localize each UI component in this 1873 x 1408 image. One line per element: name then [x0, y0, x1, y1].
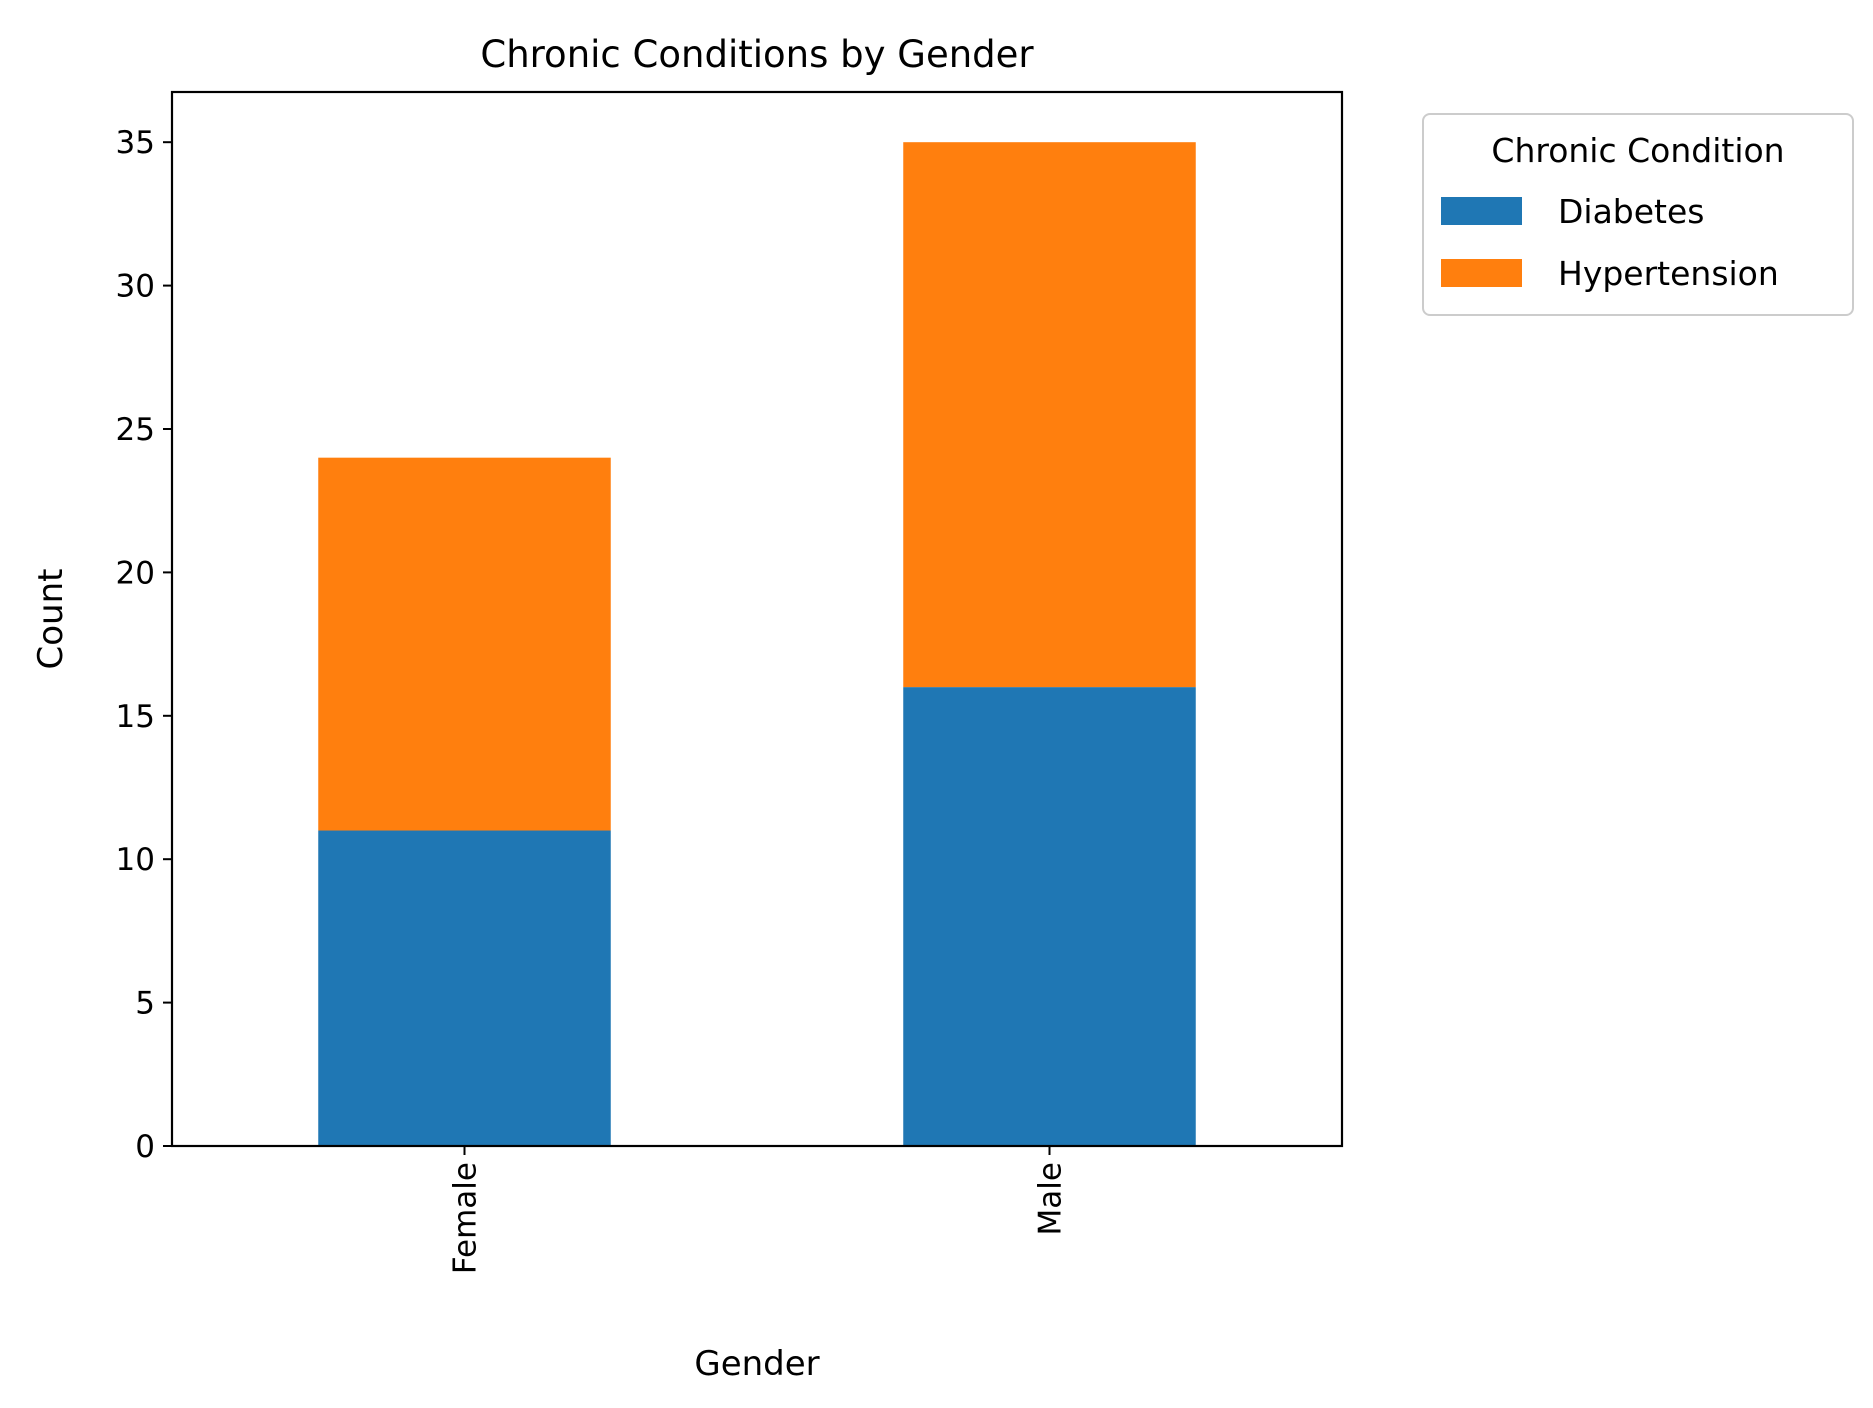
y-tick-label-5: 5 [135, 986, 155, 1022]
bar-hypertension-male [903, 142, 1196, 688]
legend-swatch-diabetes [1441, 197, 1522, 225]
y-tick-label-35: 35 [116, 125, 155, 161]
y-tick-label-0: 0 [135, 1129, 155, 1165]
y-tick-label-25: 25 [116, 412, 155, 448]
x-tick-label-female: Female [448, 1162, 484, 1274]
x-tick-label-male: Male [1033, 1162, 1069, 1235]
y-tick-label-10: 10 [116, 842, 155, 878]
bar-diabetes-male [903, 687, 1196, 1146]
legend-title: Chronic Condition [1491, 131, 1784, 170]
legend-entries: Diabetes Hypertension [1441, 192, 1779, 293]
legend-box [1422, 113, 1854, 316]
legend-label-diabetes: Diabetes [1558, 192, 1705, 231]
y-tick-label-20: 20 [116, 555, 155, 591]
y-tick-label-15: 15 [116, 699, 155, 735]
x-axis-label: Gender [694, 1344, 819, 1384]
plot-frame [170, 90, 1344, 1148]
y-axis-label: Count [31, 569, 71, 670]
plot-area: 0 5 10 15 20 25 30 35 Female Male [116, 90, 1344, 1274]
bars-layer [318, 142, 1196, 1146]
bar-diabetes-female [318, 830, 611, 1146]
x-axis-ticks: Female Male [448, 1146, 1069, 1274]
legend-label-hypertension: Hypertension [1558, 254, 1779, 293]
y-tick-label-30: 30 [116, 269, 155, 305]
bar-hypertension-female [318, 457, 611, 831]
y-axis-ticks: 0 5 10 15 20 25 30 35 [116, 125, 172, 1165]
legend: Chronic Condition Diabetes Hypertension [1422, 113, 1854, 316]
chart-title: Chronic Conditions by Gender [480, 33, 1034, 76]
legend-swatch-hypertension [1441, 259, 1522, 287]
